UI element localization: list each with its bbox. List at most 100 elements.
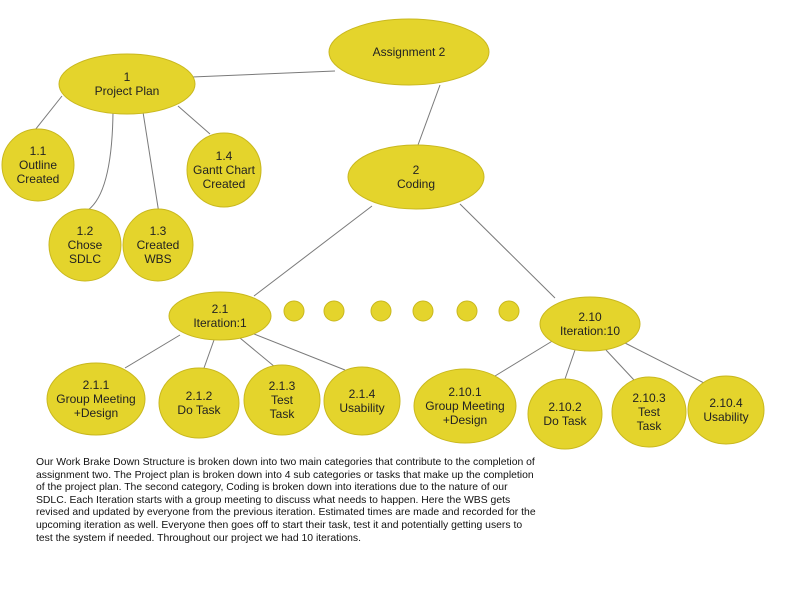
node-shape [58,53,196,115]
node-shape [1,128,75,202]
node-label-line: Iteration:10 [560,324,620,338]
node-label-line: 2.1.2 [186,389,213,403]
node-shape [539,296,641,352]
node-label-line: +Design [74,406,118,420]
connector-line [459,203,556,299]
node-label-line: +Design [443,413,487,427]
ellipsis-dot [456,300,478,322]
connector-line [142,111,161,221]
ellipsis-dot [498,300,520,322]
node-label-line: 2.1.3 [269,379,296,393]
node-shape [158,367,240,439]
node-shape [527,378,603,450]
node-label-line: Created [137,238,180,252]
node-label-line: 2.1.1 [83,378,110,392]
node-label-line: Outline [19,158,57,172]
node-label-line: Task [637,419,663,433]
node-label-line: Project Plan [95,84,160,98]
ellipsis-dot [370,300,392,322]
node-shape [413,368,517,444]
node-n2-10-2: 2.10.2Do Task [527,378,603,450]
node-label-line: Assignment 2 [373,45,446,59]
connector-line [124,334,181,369]
connector-line [203,339,215,369]
node-label-line: 2 [413,163,420,177]
connector-line [239,337,276,368]
node-shape [323,366,401,436]
connector-line [34,95,63,131]
node-label-line: 1 [124,70,131,84]
node-label-line: 2.10 [578,310,602,324]
node-label-line: SDLC [69,252,101,266]
node-label-line: 2.10.2 [548,400,582,414]
ellipsis-dot [283,300,305,322]
ellipsis-dot [323,300,345,322]
node-label-line: Created [17,172,60,186]
connector-line [253,333,346,371]
node-label-line: 2.10.1 [448,385,482,399]
connector-line [564,349,576,380]
node-shape [347,144,485,210]
connector-line [253,205,373,297]
node-label-line: Group Meeting [425,399,504,413]
node-label-line: Usability [339,401,384,415]
node-shape [328,18,490,86]
node-label-line: Created [203,177,246,191]
connector-line [624,342,707,385]
node-label-line: 2.10.4 [709,396,743,410]
node-assignment2: Assignment 2 [328,18,490,86]
node-shape [687,375,765,445]
node-label-line: 2.10.3 [632,391,666,405]
connector-lines [34,70,707,385]
node-shape [611,376,687,448]
node-shape [186,132,262,208]
node-shape [243,364,321,436]
node-label-line: Task [270,407,296,421]
node-label-line: Usability [703,410,748,424]
connector-line [84,111,114,213]
node-shape [122,208,194,282]
description-text: Our Work Brake Down Structure is broken … [36,457,536,544]
connector-line [177,105,211,135]
node-label-line: 1.1 [30,144,47,158]
node-label-line: Do Task [177,403,221,417]
connector-line [191,70,336,78]
node-label-line: WBS [144,252,171,266]
connector-line [605,349,635,381]
node-label-line: 1.3 [150,224,167,238]
ellipsis-dot [412,300,434,322]
node-label-line: Group Meeting [56,392,135,406]
node-label-line: Do Task [543,414,587,428]
connector-line [494,339,555,377]
node-label-line: Test [271,393,294,407]
node-label-line: Test [638,405,661,419]
node-label-line: Gantt Chart [193,163,256,177]
node-label-line: 1.2 [77,224,94,238]
node-label-line: Coding [397,177,435,191]
node-label-line: Chose [68,238,103,252]
node-shape [48,208,122,282]
node-label-line: 1.4 [216,149,233,163]
node-label-line: 2.1 [212,302,229,316]
node-n2-1-2: 2.1.2Do Task [158,367,240,439]
node-shape [168,291,272,341]
node-shape [46,362,146,436]
node-label-line: Iteration:1 [193,316,247,330]
node-label-line: 2.1.4 [349,387,376,401]
